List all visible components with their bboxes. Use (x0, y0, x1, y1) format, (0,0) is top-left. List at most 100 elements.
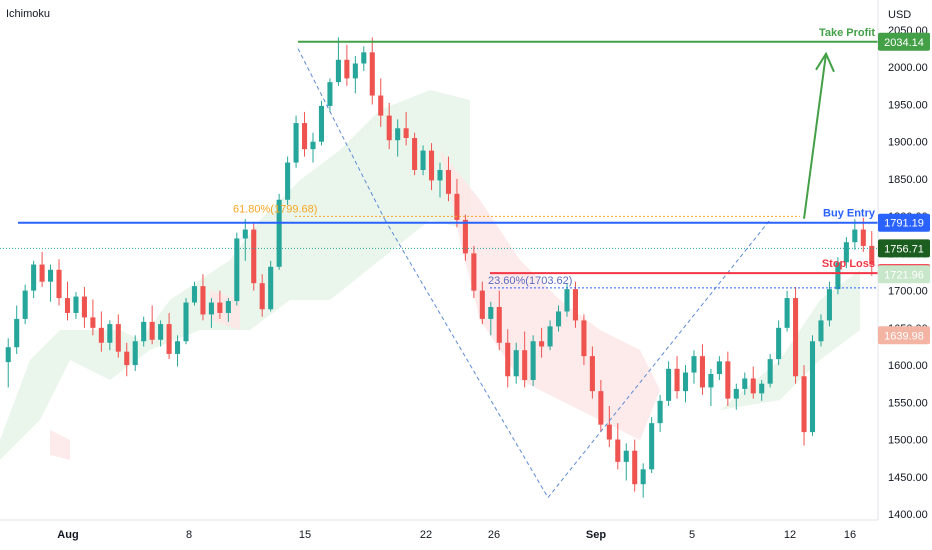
cloud-red-2 (50, 430, 70, 460)
x-tick-label: 16 (844, 529, 856, 541)
price-badge-label-0: 2034.14 (884, 37, 924, 49)
candle-body (335, 59, 341, 83)
candle-body (48, 269, 54, 282)
currency-label: USD (888, 9, 911, 21)
candle-body (386, 115, 392, 141)
candle-body (462, 219, 468, 254)
cloud-red-1 (210, 290, 240, 330)
candle-body (107, 324, 113, 343)
x-tick-label: Sep (586, 529, 606, 541)
candle-body (505, 342, 511, 377)
candle-body (141, 321, 147, 342)
y-tick-label: 1550.00 (888, 397, 928, 409)
candle-body (623, 450, 629, 462)
x-tick-label: 12 (784, 529, 796, 541)
candle-body (818, 320, 824, 342)
candle-body (539, 341, 545, 347)
price-badge-label-2: 1756.71 (884, 243, 924, 255)
candle-body (259, 283, 265, 310)
candle-body (869, 245, 875, 265)
candle-body (158, 324, 164, 340)
candle-body (395, 128, 401, 141)
candle-body (420, 150, 426, 170)
candle-body (73, 296, 79, 313)
ichimoku-cloud (0, 90, 860, 460)
candle-body (285, 162, 291, 200)
candle-body (98, 327, 104, 343)
candle-body (124, 351, 130, 366)
candle-body (5, 347, 11, 363)
candle-body (589, 356, 595, 392)
candle-body (268, 266, 274, 310)
candle-body (767, 359, 773, 384)
candle-body (344, 59, 350, 79)
candle-body (530, 341, 536, 380)
candle-body (843, 242, 849, 263)
candle-body (412, 137, 418, 170)
candle-body (657, 400, 663, 424)
candle-body (784, 298, 790, 328)
candle-body (217, 302, 223, 313)
candle-body (183, 302, 189, 342)
candle-body (327, 82, 333, 106)
candle-body (132, 341, 138, 366)
candle-body (572, 289, 578, 321)
candle-body (759, 383, 765, 394)
candle-body (428, 150, 435, 181)
candle-body (666, 368, 672, 401)
level-label-1: Buy Entry (823, 208, 876, 220)
cloud-red-0 (440, 150, 660, 440)
fib-line-b (384, 219, 549, 498)
level-label-2: Stop Loss (822, 258, 875, 270)
candle-body (369, 52, 375, 96)
arrow-head (815, 51, 835, 73)
candle-body (691, 356, 697, 373)
candle-body (708, 374, 714, 388)
cloud-green-1 (720, 270, 860, 410)
candle-body (437, 169, 443, 181)
candle-body (115, 324, 121, 352)
price-badge-4 (878, 265, 930, 284)
candle-body (699, 356, 705, 388)
y-tick-label: 1950.00 (888, 99, 928, 111)
y-tick-label: 1600.00 (888, 360, 928, 372)
candle-body (191, 286, 198, 303)
candle-body (606, 424, 612, 440)
y-tick-label: 2000.00 (888, 62, 928, 74)
candle-body (14, 318, 20, 348)
candle-body (581, 320, 587, 357)
candle-body (225, 301, 231, 313)
candle-body (378, 95, 384, 116)
candle-body (793, 298, 799, 377)
fib-label-0: 61.80%(1799.68) (233, 203, 317, 215)
y-tick-label: 1450.00 (888, 472, 928, 484)
price-badge-2 (878, 239, 930, 258)
candle-body (276, 199, 282, 267)
candle-body (725, 361, 731, 399)
candle-body (750, 378, 756, 394)
candle-body (302, 123, 308, 150)
candle-body (776, 327, 782, 360)
candle-body (454, 193, 460, 220)
y-tick-label: 1700.00 (888, 286, 928, 298)
price-badge-label-1: 1791.19 (884, 218, 924, 230)
x-tick-label: 15 (299, 529, 311, 541)
candle-body (809, 341, 816, 433)
candle-body (81, 296, 87, 318)
candle-body (674, 368, 680, 392)
candle-body (496, 306, 502, 343)
candle-body (488, 306, 494, 319)
y-axis: 1400.001450.001500.001550.001600.001650.… (877, 0, 928, 521)
candle-body (479, 290, 485, 319)
x-tick-label: 5 (689, 529, 695, 541)
candle-body (826, 289, 832, 321)
x-tick-label: 22 (420, 529, 432, 541)
candle-body (852, 229, 858, 243)
arrow-shaft (803, 53, 827, 219)
candle-body (640, 469, 646, 485)
fib-line-c (547, 219, 771, 498)
candle-body (742, 378, 748, 389)
candle-body (175, 341, 181, 354)
price-badge-label-5: 1639.98 (884, 330, 924, 342)
